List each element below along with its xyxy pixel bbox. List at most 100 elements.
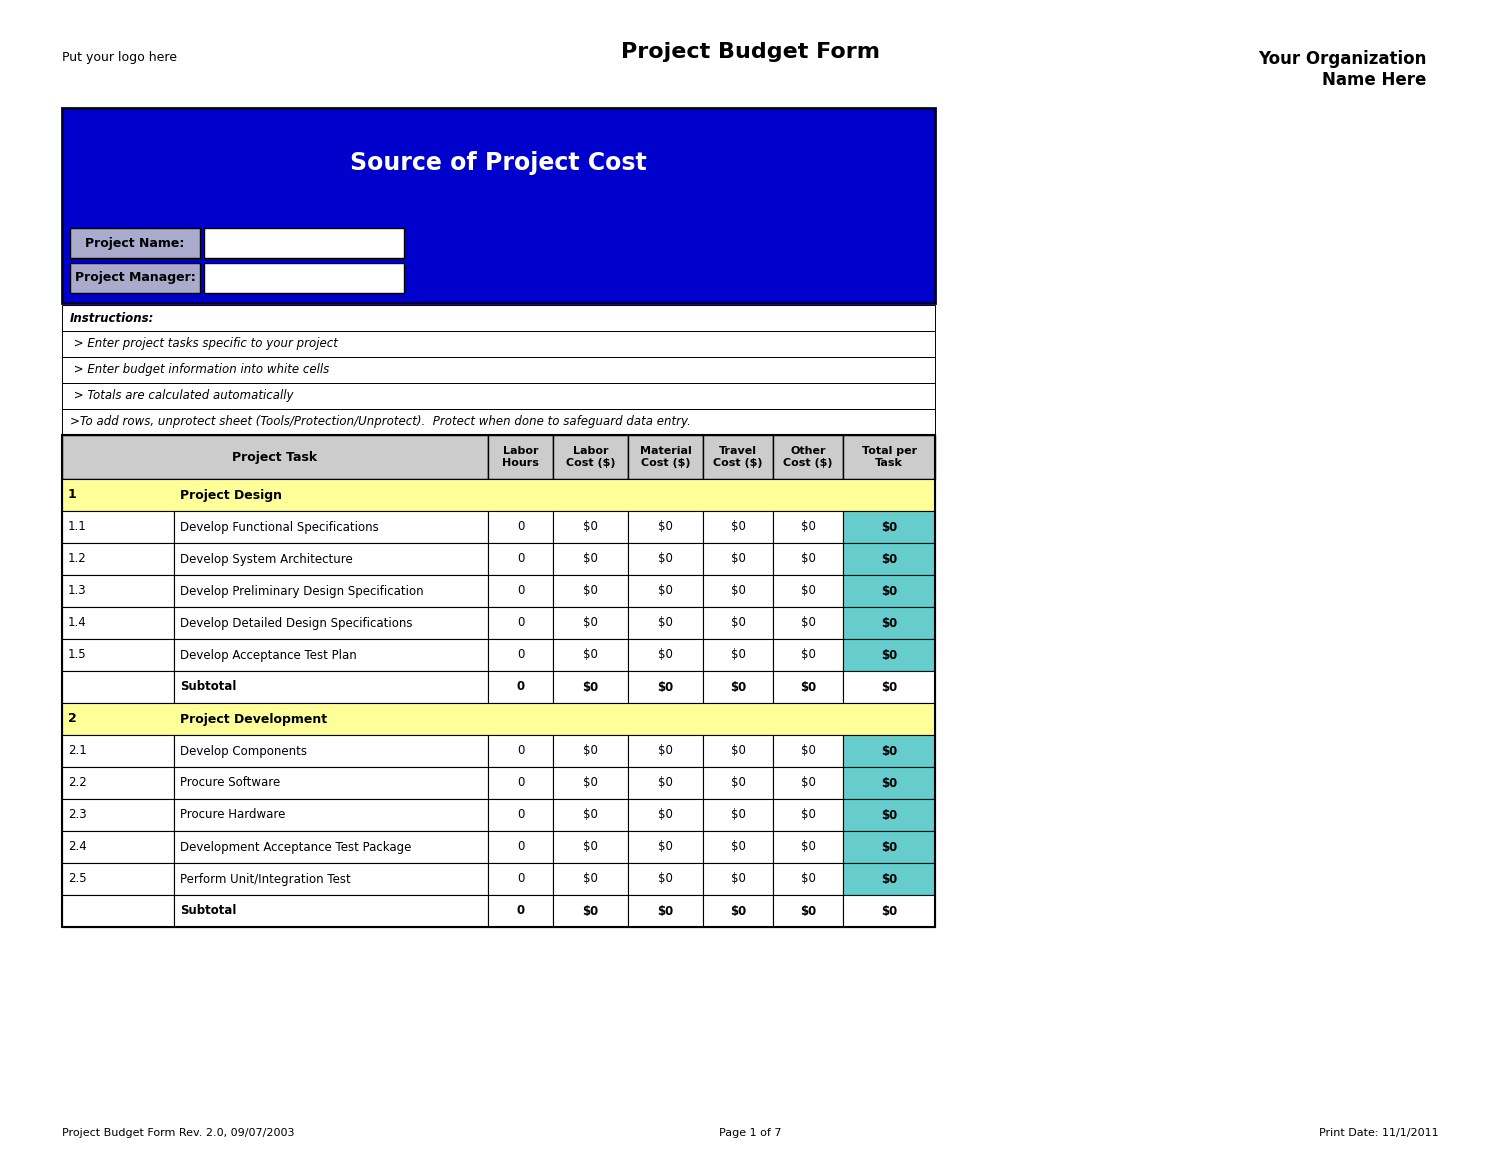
Text: 0: 0 (516, 584, 524, 597)
Bar (702, 639, 773, 671)
Text: > Enter budget information into white cells: > Enter budget information into white ce… (71, 364, 329, 377)
Text: $0: $0 (584, 873, 597, 886)
Bar (773, 606, 844, 639)
Text: 0: 0 (516, 521, 524, 534)
Bar (702, 799, 773, 830)
Text: Develop Acceptance Test Plan: Develop Acceptance Test Plan (180, 649, 357, 662)
Text: 1: 1 (68, 488, 77, 502)
Text: 0: 0 (516, 552, 524, 565)
Text: $0: $0 (584, 617, 597, 630)
Bar (844, 435, 935, 479)
Text: 1.1: 1.1 (68, 521, 87, 534)
Text: Development Acceptance Test Package: Development Acceptance Test Package (180, 841, 411, 854)
Bar (488, 671, 554, 703)
Text: Project Name:: Project Name: (86, 237, 185, 250)
Bar (702, 575, 773, 606)
Text: $0: $0 (881, 841, 898, 854)
Bar (844, 830, 935, 863)
Text: $0: $0 (731, 552, 746, 565)
Bar (62, 863, 174, 895)
Text: >To add rows, unprotect sheet (Tools/Protection/Unprotect).  Protect when done t: >To add rows, unprotect sheet (Tools/Pro… (71, 415, 690, 428)
Bar (62, 331, 935, 357)
Bar (488, 767, 554, 799)
Bar (702, 895, 773, 927)
Bar (554, 799, 627, 830)
Text: Project Budget Form Rev. 2.0, 09/07/2003: Project Budget Form Rev. 2.0, 09/07/2003 (62, 1128, 294, 1138)
Bar (62, 895, 174, 927)
Text: $0: $0 (881, 680, 898, 693)
Bar (488, 435, 554, 479)
Text: $0: $0 (881, 777, 898, 789)
Bar (174, 671, 488, 703)
Bar (627, 735, 702, 767)
Text: $0: $0 (657, 777, 672, 789)
Bar (62, 357, 935, 384)
Text: 1.5: 1.5 (68, 649, 87, 662)
Text: 1.2: 1.2 (68, 552, 87, 565)
Text: $0: $0 (657, 808, 672, 821)
Text: 0: 0 (516, 873, 524, 886)
Text: $0: $0 (881, 521, 898, 534)
Text: Labor
Hours: Labor Hours (501, 446, 539, 468)
Text: Develop Preliminary Design Specification: Develop Preliminary Design Specification (180, 584, 423, 597)
Bar (773, 799, 844, 830)
Text: $0: $0 (729, 680, 746, 693)
Text: $0: $0 (881, 904, 898, 917)
Text: $0: $0 (582, 904, 599, 917)
Bar (627, 863, 702, 895)
Text: $0: $0 (731, 873, 746, 886)
Bar (554, 639, 627, 671)
Bar (174, 575, 488, 606)
Text: $0: $0 (800, 841, 815, 854)
Text: 0: 0 (516, 649, 524, 662)
Text: Project Manager:: Project Manager: (75, 271, 195, 285)
Bar (554, 606, 627, 639)
Text: 1.4: 1.4 (68, 617, 87, 630)
Text: Other
Cost ($): Other Cost ($) (784, 446, 833, 468)
Bar (627, 435, 702, 479)
Bar (702, 606, 773, 639)
Text: Subtotal: Subtotal (180, 680, 237, 693)
Text: $0: $0 (881, 617, 898, 630)
Bar (62, 639, 174, 671)
Bar (62, 108, 935, 303)
Text: $0: $0 (657, 904, 674, 917)
Bar (488, 895, 554, 927)
Text: 0: 0 (516, 841, 524, 854)
Bar (627, 895, 702, 927)
Bar (554, 735, 627, 767)
Bar (62, 606, 174, 639)
Bar (174, 767, 488, 799)
Text: $0: $0 (657, 649, 672, 662)
Text: $0: $0 (584, 521, 597, 534)
Text: Project Task: Project Task (233, 450, 317, 463)
Text: Develop System Architecture: Develop System Architecture (180, 552, 353, 565)
Text: 2.5: 2.5 (68, 873, 87, 886)
Text: $0: $0 (800, 649, 815, 662)
Bar (488, 511, 554, 543)
Bar (62, 384, 935, 409)
Bar (702, 767, 773, 799)
Bar (62, 543, 174, 575)
Bar (844, 767, 935, 799)
Bar (702, 435, 773, 479)
Bar (174, 863, 488, 895)
Bar (488, 830, 554, 863)
Bar (627, 606, 702, 639)
Text: $0: $0 (800, 680, 817, 693)
Bar (627, 830, 702, 863)
Bar (773, 830, 844, 863)
Bar (554, 543, 627, 575)
Bar (174, 511, 488, 543)
Bar (62, 703, 935, 735)
Text: $0: $0 (657, 617, 672, 630)
Bar (62, 409, 935, 435)
Bar (702, 671, 773, 703)
Bar (773, 671, 844, 703)
Bar (174, 799, 488, 830)
Bar (844, 511, 935, 543)
Bar (488, 575, 554, 606)
Text: $0: $0 (881, 745, 898, 758)
Text: $0: $0 (800, 617, 815, 630)
Bar (844, 895, 935, 927)
